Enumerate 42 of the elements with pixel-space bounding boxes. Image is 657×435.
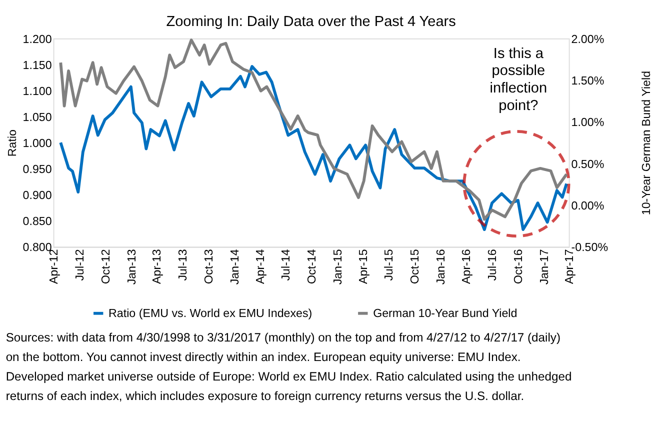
x-tick-label: Jan-17 [538,249,551,285]
x-tick-label: Oct-15 [408,249,422,284]
x-tick-label: Jul-13 [176,249,190,281]
x-tick-label: Apr-16 [460,249,474,284]
y-tick-label: 0.850 [22,215,52,228]
x-tick-label: Jan-16 [434,249,448,285]
y2-tick-label: 1.50% [571,74,604,88]
x-tick-label: Jul-15 [382,249,396,281]
y2-axis-title: 10-Year German Bund Yield [640,70,653,216]
y2-tick-label: 1.00% [571,116,604,130]
x-tick-label: Apr-12 [48,249,61,284]
y-tick-label: 1.050 [22,110,52,124]
y2-tick-label: 0.50% [571,158,604,171]
x-tick-label: Apr-14 [254,248,267,284]
x-tick-label: Apr-13 [150,249,164,284]
legend-label: German 10-Year Bund Yield [373,307,518,320]
x-tick-label: Jul-14 [279,248,292,281]
x-tick-label: Apr-15 [356,249,370,284]
x-tick-label: Jan-14 [228,248,242,285]
x-tick-label: Jul-12 [73,249,86,281]
x-tick-label: Jul-16 [486,249,499,281]
chart-title: Zooming In: Daily Data over the Past 4 Years [166,14,456,30]
source-note: Sources: with data from 4/30/1998 to 3/31/2017 (monthly) on the top and from 4/27/12 to 4/27/17 (daily) on the bottom. You cannot invest directly within an index. European equity universe: EMU Index. Developed market universe outside of Europe: World ex EMU Index. Ratio calculated using the unhedged returns of each index, which includes exposure to foreign currency returns versus the U.S. dollar. [6,330,572,403]
y-axis-title: Ratio [6,129,19,157]
line-series [59,38,568,221]
x-tick-label: Oct-12 [99,249,112,284]
y-tick-label: 0.950 [22,162,52,176]
x-tick-label: Jan-13 [125,249,138,285]
x-tick-label: Oct-16 [512,249,525,284]
y-tick-label: 1.150 [22,58,52,72]
annotation: Is this a possible inflection point? [490,46,548,114]
y-tick-label: 1.200 [22,32,52,46]
y-tick-label: 1.000 [22,136,52,150]
y-tick-label: 1.100 [22,84,52,98]
line-series [59,65,568,231]
y2-tick-label: 2.00% [571,32,604,46]
x-tick-label: Oct-14 [305,248,318,284]
x-tick-label: Jan-15 [331,249,344,285]
y2-tick-label: 0.00% [571,199,604,212]
y-tick-label: 0.900 [22,189,52,202]
x-tick-label: Oct-13 [202,249,216,284]
legend-label: Ratio (EMU vs. World ex EMU Indexes) [108,307,312,320]
